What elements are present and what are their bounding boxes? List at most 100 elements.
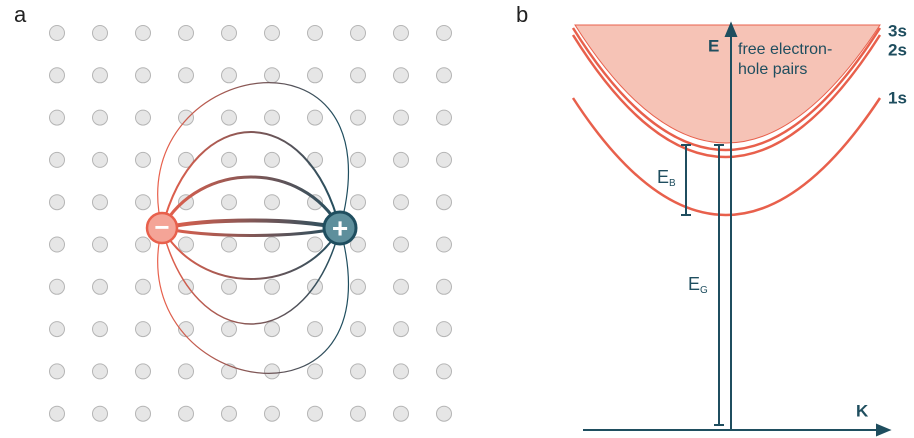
lattice-site bbox=[394, 26, 409, 41]
lattice-site bbox=[265, 364, 280, 379]
lattice-site bbox=[394, 237, 409, 252]
lattice-site bbox=[222, 152, 237, 167]
lattice-site bbox=[308, 237, 323, 252]
lattice-site bbox=[394, 279, 409, 294]
lattice-site bbox=[136, 26, 151, 41]
lattice-site bbox=[308, 110, 323, 125]
lattice-site bbox=[308, 406, 323, 421]
lattice-site bbox=[50, 195, 65, 210]
lattice-site bbox=[93, 68, 108, 83]
lattice-site bbox=[50, 322, 65, 337]
panel-label: b bbox=[516, 2, 528, 27]
lattice-site bbox=[437, 237, 452, 252]
continuum-label: free electron- bbox=[738, 41, 832, 58]
lattice-site bbox=[351, 68, 366, 83]
lattice-site bbox=[437, 110, 452, 125]
lattice-site bbox=[351, 152, 366, 167]
lattice-site bbox=[265, 195, 280, 210]
lattice-site bbox=[265, 152, 280, 167]
lattice-site bbox=[394, 322, 409, 337]
lattice-site bbox=[136, 237, 151, 252]
lattice-site bbox=[265, 279, 280, 294]
field-line bbox=[162, 228, 340, 236]
lattice-site bbox=[394, 406, 409, 421]
lattice-site bbox=[93, 26, 108, 41]
lattice-site bbox=[222, 406, 237, 421]
minus-sign: − bbox=[154, 212, 169, 242]
subscript: G bbox=[700, 285, 708, 296]
lattice-site bbox=[308, 26, 323, 41]
lattice-site bbox=[93, 237, 108, 252]
lattice-site bbox=[437, 279, 452, 294]
lattice-site bbox=[179, 68, 194, 83]
continuum bbox=[575, 25, 880, 143]
lattice-site bbox=[50, 26, 65, 41]
lattice-site bbox=[394, 364, 409, 379]
lattice-site bbox=[394, 68, 409, 83]
lattice-site bbox=[222, 279, 237, 294]
lattice-site bbox=[351, 364, 366, 379]
lattice-site bbox=[351, 406, 366, 421]
lattice-site bbox=[179, 364, 194, 379]
lattice-site bbox=[136, 195, 151, 210]
panel-label: a bbox=[14, 2, 27, 27]
binding-energy-label: EB bbox=[657, 167, 676, 189]
lattice-site bbox=[437, 406, 452, 421]
energy-label: E bbox=[708, 36, 719, 55]
lattice-site bbox=[437, 195, 452, 210]
lattice-site bbox=[394, 152, 409, 167]
lattice-site bbox=[308, 68, 323, 83]
lattice-site bbox=[50, 279, 65, 294]
lattice-site bbox=[265, 110, 280, 125]
lattice-site bbox=[136, 364, 151, 379]
lattice-site bbox=[136, 406, 151, 421]
lattice-site bbox=[222, 26, 237, 41]
level-label: 3s bbox=[888, 21, 907, 40]
lattice-site bbox=[50, 68, 65, 83]
lattice-site bbox=[136, 279, 151, 294]
lattice-site bbox=[351, 322, 366, 337]
lattice-site bbox=[308, 364, 323, 379]
band-gap-label: EG bbox=[688, 274, 708, 296]
lattice-site bbox=[136, 68, 151, 83]
level-label: 1s bbox=[888, 88, 907, 107]
lattice-site bbox=[265, 322, 280, 337]
lattice-site bbox=[222, 237, 237, 252]
lattice-site bbox=[136, 110, 151, 125]
lattice-site bbox=[351, 195, 366, 210]
lattice-site bbox=[308, 322, 323, 337]
lattice-site bbox=[222, 110, 237, 125]
figure: − + a b E K free electron- hole pairs 3s… bbox=[0, 0, 914, 438]
lattice-site bbox=[437, 322, 452, 337]
lattice-site bbox=[265, 26, 280, 41]
lattice-site bbox=[437, 26, 452, 41]
lattice-site bbox=[93, 364, 108, 379]
lattice-site bbox=[93, 110, 108, 125]
lattice-site bbox=[93, 152, 108, 167]
lattice-site bbox=[222, 195, 237, 210]
lattice-site bbox=[351, 26, 366, 41]
lattice-site bbox=[265, 237, 280, 252]
lattice-site bbox=[437, 152, 452, 167]
lattice-site bbox=[179, 406, 194, 421]
lattice-site bbox=[351, 279, 366, 294]
lattice-site bbox=[93, 195, 108, 210]
lattice-site bbox=[179, 237, 194, 252]
lattice-site bbox=[93, 279, 108, 294]
subscript: B bbox=[669, 178, 676, 189]
lattice-site bbox=[351, 110, 366, 125]
lattice-site bbox=[394, 195, 409, 210]
lattice-site bbox=[222, 322, 237, 337]
lattice-site bbox=[437, 364, 452, 379]
arrowhead bbox=[877, 425, 889, 435]
lattice-site bbox=[136, 152, 151, 167]
lattice-site bbox=[50, 364, 65, 379]
lattice-site bbox=[394, 110, 409, 125]
lattice-site bbox=[50, 152, 65, 167]
symbol: E bbox=[688, 274, 700, 294]
continuum-label: hole pairs bbox=[738, 61, 807, 78]
lattice-site bbox=[179, 110, 194, 125]
field-line bbox=[162, 221, 340, 229]
momentum-label: K bbox=[856, 401, 869, 420]
lattice-site bbox=[265, 68, 280, 83]
